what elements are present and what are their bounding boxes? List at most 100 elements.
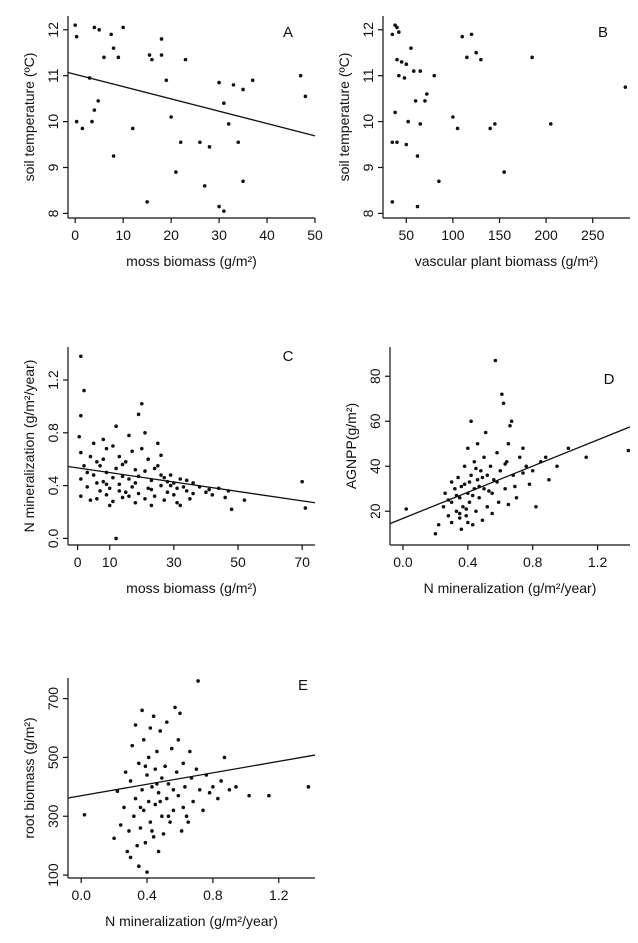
panel-c-data-point: [120, 495, 125, 500]
panel-b-data-point: [390, 32, 395, 37]
panel-c-data-point: [133, 481, 138, 485]
panel-a-data-point: [159, 53, 164, 57]
panel-a-data-point: [198, 140, 202, 145]
panel-b-data-point: [409, 46, 413, 50]
panel-c-data-point: [143, 469, 147, 473]
panel-d-data-point: [474, 509, 478, 514]
panel-d-data-point: [482, 486, 486, 491]
panel-e-data-point: [128, 779, 133, 783]
panel-c-data-point: [91, 473, 96, 477]
panel-e-data-point: [163, 764, 167, 769]
panel-a-data-point: [169, 115, 173, 119]
panel-b: 50 100 150 200 250 8 9 10 11 12 vascular plant bio…: [336, 16, 630, 269]
panel-d-data-point: [449, 520, 454, 525]
panel-c-data-point: [111, 499, 115, 504]
panel-c-data-point: [165, 479, 170, 484]
panel-b-y-tick-label: 8: [360, 209, 376, 217]
panel-b-data-point: [399, 60, 404, 64]
panel-e-data-point: [118, 823, 123, 827]
panel-d-data-point: [543, 455, 548, 460]
panel-b-data-point: [474, 50, 479, 55]
panel-c-x-tick-label: 50: [230, 554, 246, 570]
panel-e-y-tick-label: 300: [45, 804, 61, 828]
panel-b-data-point: [393, 110, 397, 115]
panel-d-data-point: [404, 507, 409, 511]
panel-d-data-point: [527, 482, 532, 487]
panel-c-data-point: [82, 464, 86, 468]
panel-c-data-point: [184, 478, 189, 483]
panel-c-data-point: [149, 503, 154, 508]
panel-c-fit-line: [67, 465, 316, 504]
panel-e-data-point: [160, 814, 164, 819]
panel-c-data-point: [188, 497, 192, 501]
panel-e-data-point: [183, 785, 187, 789]
panel-c-data-point: [184, 489, 189, 493]
panel-d-data-point: [501, 401, 506, 406]
panel-c-x-axis-title: moss biomass (g/m²): [126, 580, 257, 596]
panel-e-data-point: [166, 782, 171, 786]
panel-d-y-tick-label: 40: [367, 458, 383, 474]
panel-d-y-tick-label: 80: [367, 368, 383, 384]
panel-b-data-point: [402, 76, 407, 80]
panel-d-data-point: [454, 509, 459, 514]
panel-b-data-point: [397, 30, 401, 34]
panel-c-data-point: [178, 503, 183, 508]
panel-c-data-point: [191, 491, 195, 496]
panel-d-y-axis-title: AGNPP(g/m²): [343, 403, 359, 489]
panel-a-data-point: [102, 55, 106, 60]
panel-c-data-point: [162, 498, 167, 502]
panel-e-data-point: [171, 787, 176, 792]
panel-c-data-point: [79, 413, 83, 418]
panel-c-data-point: [127, 477, 131, 481]
panel-c-data-point: [204, 490, 208, 495]
panel-a-data-point: [109, 32, 113, 37]
panel-c-data-point: [152, 466, 157, 471]
panel-e-data-point: [219, 779, 223, 783]
panel-d-data-point: [453, 486, 457, 491]
panel-e: 0.0 0.4 0.8 1.2 100 300 500 700 N mineralization…: [21, 677, 316, 929]
panel-b-data-point: [415, 204, 420, 209]
panel-d-data-point: [480, 475, 485, 480]
panel-c-data-point: [120, 474, 125, 479]
panel-d-data-point: [443, 491, 447, 496]
panel-c-data-point: [79, 450, 83, 455]
panel-b-data-point: [406, 119, 410, 124]
panel-a-data-point: [298, 73, 303, 78]
panel-d-data-point: [584, 455, 589, 460]
panel-e-data-point: [156, 849, 161, 854]
panel-b-data-point: [425, 92, 429, 96]
panel-d-data-point: [483, 430, 488, 435]
panel-a-x-tick-label: 10: [115, 227, 131, 243]
panel-e-data-point: [169, 746, 174, 751]
panel-e-data-point: [165, 720, 169, 724]
panel-c-data-point: [95, 497, 99, 501]
panel-a-data-point: [217, 204, 221, 209]
panel-b-x-tick-label: 150: [488, 227, 512, 243]
panel-d-data-point: [464, 507, 469, 511]
panel-c-data-point: [146, 486, 150, 491]
panel-c-data-point: [101, 437, 106, 442]
panel-e-data-point: [122, 805, 126, 810]
panel-b-data-point: [413, 99, 418, 103]
panel-d-data-point: [470, 493, 475, 498]
panel-e-data-point: [176, 737, 181, 742]
panel-b-data-point: [502, 170, 506, 174]
panel-d-data-point: [539, 459, 543, 464]
panel-d-data-point: [506, 502, 511, 507]
panel-a-data-point: [222, 101, 226, 106]
panel-b-data-point: [395, 57, 399, 62]
panel-d-data-point: [503, 462, 507, 466]
panel-c-data-point: [104, 470, 109, 475]
panel-c-data-point: [104, 446, 109, 451]
panel-b-data-point: [404, 142, 409, 147]
panel-d-data-point: [472, 459, 477, 464]
panel-c-data-point: [139, 401, 144, 406]
panel-b-data-point: [432, 73, 437, 78]
panel-a-data-point: [178, 140, 183, 145]
panel-d-y-tick-label: 60: [367, 413, 383, 429]
panel-b-y-tick-label: 12: [360, 22, 376, 38]
panel-a-data-point: [236, 140, 241, 145]
panel-d-data-point: [485, 504, 490, 509]
panel-c-data-point: [95, 481, 99, 485]
panel-c-data-point: [181, 485, 186, 489]
